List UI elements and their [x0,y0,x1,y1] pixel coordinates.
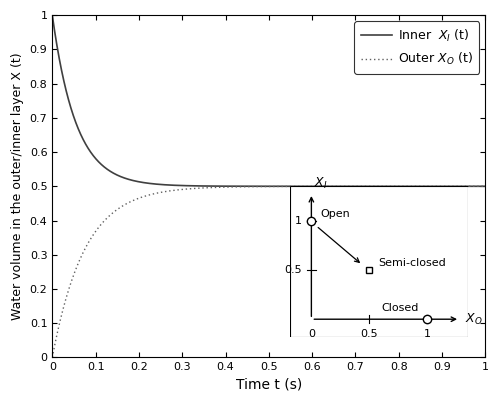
Outer $X_O$ (t) [482,184,488,189]
Inner  $X_I$ (t) [427,184,433,189]
Inner  $X_I$ (t) [98,162,104,167]
X-axis label: Time t (s): Time t (s) [236,378,302,392]
Outer $X_O$ (t) [124,201,130,206]
Outer $X_O$ (t) [234,185,240,189]
Outer $X_O$ (t) [50,355,56,360]
Line: Inner  $X_I$ (t): Inner $X_I$ (t) [52,15,486,186]
Inner  $X_I$ (t) [234,184,240,189]
Inner  $X_I$ (t) [474,184,480,189]
Outer $X_O$ (t) [98,221,104,226]
Outer $X_O$ (t) [474,184,480,189]
Y-axis label: Water volume in the outer/inner layer X (t): Water volume in the outer/inner layer X … [11,52,24,320]
Legend: Inner  $X_I$ (t), Outer $X_O$ (t): Inner $X_I$ (t), Outer $X_O$ (t) [354,21,479,74]
Inner  $X_I$ (t) [124,177,130,181]
Line: Outer $X_O$ (t): Outer $X_O$ (t) [52,186,486,357]
Outer $X_O$ (t) [427,184,433,189]
Inner  $X_I$ (t) [482,184,488,189]
Outer $X_O$ (t) [216,185,222,190]
Inner  $X_I$ (t) [216,184,222,189]
Inner  $X_I$ (t) [50,12,56,17]
